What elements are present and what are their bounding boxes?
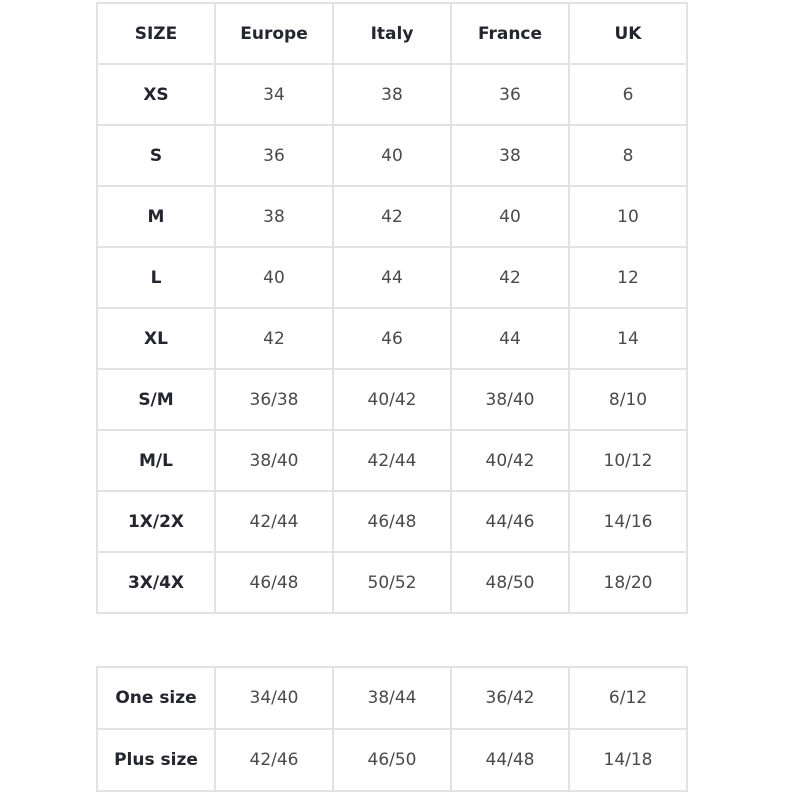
size-label-cell: XL xyxy=(96,307,216,370)
size-label-cell: One size xyxy=(96,666,216,730)
size-label-cell: S/M xyxy=(96,368,216,431)
size-value-cell: 38/44 xyxy=(332,666,452,730)
size-value-cell: 42/46 xyxy=(214,728,334,792)
table-row: One size 34/40 38/44 36/42 6/12 xyxy=(96,666,688,730)
size-chart-table: SIZE Europe Italy France UK XS 34 38 36 6 S 36 40 38 8… xyxy=(96,2,688,614)
size-value-cell: 46/50 xyxy=(332,728,452,792)
size-value-cell: 42 xyxy=(450,246,570,309)
size-label-cell: 3X/4X xyxy=(96,551,216,614)
table-row: L 40 44 42 12 xyxy=(96,246,688,309)
size-value-cell: 38/40 xyxy=(450,368,570,431)
size-value-cell: 44 xyxy=(450,307,570,370)
size-value-cell: 44 xyxy=(332,246,452,309)
column-header: Italy xyxy=(332,2,452,65)
size-value-cell: 42 xyxy=(214,307,334,370)
size-value-cell: 42/44 xyxy=(332,429,452,492)
size-value-cell: 42 xyxy=(332,185,452,248)
size-value-cell: 36/42 xyxy=(450,666,570,730)
size-value-cell: 6/12 xyxy=(568,666,688,730)
size-value-cell: 8/10 xyxy=(568,368,688,431)
column-header: UK xyxy=(568,2,688,65)
size-value-cell: 10/12 xyxy=(568,429,688,492)
table-row: XL 42 46 44 14 xyxy=(96,307,688,370)
size-value-cell: 48/50 xyxy=(450,551,570,614)
size-value-cell: 10 xyxy=(568,185,688,248)
size-value-cell: 40 xyxy=(214,246,334,309)
size-value-cell: 8 xyxy=(568,124,688,187)
size-value-cell: 38 xyxy=(450,124,570,187)
size-value-cell: 12 xyxy=(568,246,688,309)
size-value-cell: 46/48 xyxy=(332,490,452,553)
size-value-cell: 40/42 xyxy=(450,429,570,492)
size-value-cell: 42/44 xyxy=(214,490,334,553)
table-row: XS 34 38 36 6 xyxy=(96,63,688,126)
size-label-cell: XS xyxy=(96,63,216,126)
size-label-cell: M xyxy=(96,185,216,248)
size-label-cell: 1X/2X xyxy=(96,490,216,553)
size-label-cell: S xyxy=(96,124,216,187)
size-value-cell: 44/46 xyxy=(450,490,570,553)
table-row: S 36 40 38 8 xyxy=(96,124,688,187)
size-value-cell: 36 xyxy=(450,63,570,126)
size-value-cell: 34/40 xyxy=(214,666,334,730)
size-value-cell: 38/40 xyxy=(214,429,334,492)
column-header: France xyxy=(450,2,570,65)
table-row: 3X/4X 46/48 50/52 48/50 18/20 xyxy=(96,551,688,614)
size-value-cell: 36 xyxy=(214,124,334,187)
size-value-cell: 14 xyxy=(568,307,688,370)
table-row: 1X/2X 42/44 46/48 44/46 14/16 xyxy=(96,490,688,553)
size-value-cell: 40 xyxy=(450,185,570,248)
size-value-cell: 36/38 xyxy=(214,368,334,431)
table-row: M 38 42 40 10 xyxy=(96,185,688,248)
table-row: S/M 36/38 40/42 38/40 8/10 xyxy=(96,368,688,431)
table-row: Plus size 42/46 46/50 44/48 14/18 xyxy=(96,728,688,792)
size-value-cell: 14/16 xyxy=(568,490,688,553)
size-value-cell: 40 xyxy=(332,124,452,187)
size-label-cell: Plus size xyxy=(96,728,216,792)
size-value-cell: 18/20 xyxy=(568,551,688,614)
table-row: M/L 38/40 42/44 40/42 10/12 xyxy=(96,429,688,492)
size-value-cell: 46/48 xyxy=(214,551,334,614)
size-value-cell: 46 xyxy=(332,307,452,370)
size-value-cell: 38 xyxy=(214,185,334,248)
size-label-cell: L xyxy=(96,246,216,309)
size-value-cell: 34 xyxy=(214,63,334,126)
size-value-cell: 6 xyxy=(568,63,688,126)
size-value-cell: 50/52 xyxy=(332,551,452,614)
size-value-cell: 38 xyxy=(332,63,452,126)
column-header: SIZE xyxy=(96,2,216,65)
size-label-cell: M/L xyxy=(96,429,216,492)
column-header: Europe xyxy=(214,2,334,65)
size-value-cell: 44/48 xyxy=(450,728,570,792)
size-value-cell: 14/18 xyxy=(568,728,688,792)
one-plus-size-table: One size 34/40 38/44 36/42 6/12 Plus size 42/4… xyxy=(96,666,688,792)
size-value-cell: 40/42 xyxy=(332,368,452,431)
header-row: SIZE Europe Italy France UK xyxy=(96,2,688,65)
